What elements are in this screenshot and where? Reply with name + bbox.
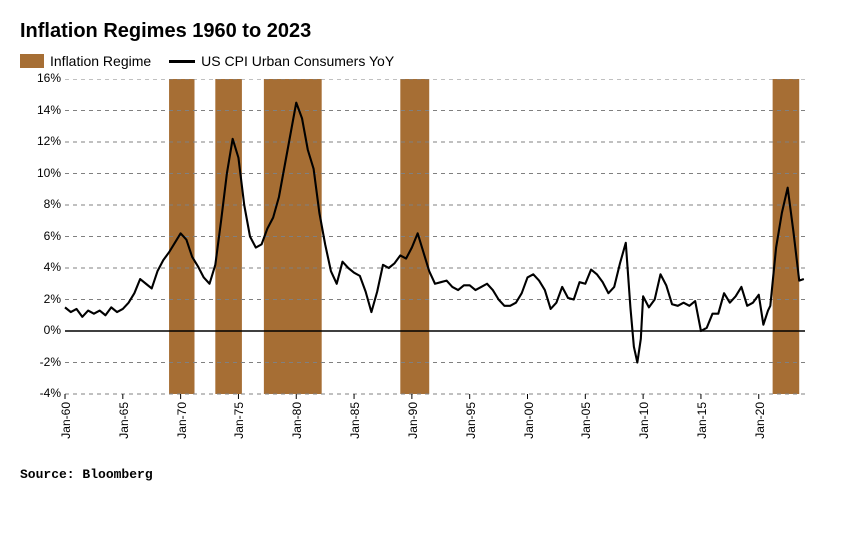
legend-label-regime: Inflation Regime <box>50 53 151 69</box>
legend-label-line: US CPI Urban Consumers YoY <box>201 53 394 69</box>
x-axis-label: Jan-95 <box>464 402 478 439</box>
chart-title: Inflation Regimes 1960 to 2023 <box>20 20 828 43</box>
y-axis-label: 10% <box>21 166 61 180</box>
y-axis-label: 6% <box>21 229 61 243</box>
regime-swatch-icon <box>20 54 44 68</box>
line-swatch-icon <box>169 60 195 63</box>
legend: Inflation Regime US CPI Urban Consumers … <box>20 53 828 69</box>
x-axis-label: Jan-75 <box>232 402 246 439</box>
y-axis-label: 14% <box>21 103 61 117</box>
chart-area: -4%-2%0%2%4%6%8%10%12%14%16%Jan-60Jan-65… <box>20 79 810 459</box>
legend-item-line: US CPI Urban Consumers YoY <box>169 53 394 69</box>
x-axis-label: Jan-80 <box>290 402 304 439</box>
x-axis-label: Jan-70 <box>175 402 189 439</box>
x-axis-label: Jan-60 <box>59 402 73 439</box>
y-axis-label: 16% <box>21 71 61 85</box>
y-axis-label: 12% <box>21 134 61 148</box>
x-axis-label: Jan-05 <box>579 402 593 439</box>
x-axis-label: Jan-20 <box>753 402 767 439</box>
y-axis-label: 2% <box>21 292 61 306</box>
x-axis-label: Jan-90 <box>406 402 420 439</box>
y-axis-label: -4% <box>21 386 61 400</box>
x-axis-label: Jan-00 <box>522 402 536 439</box>
y-axis-label: 8% <box>21 197 61 211</box>
source-label: Source: Bloomberg <box>20 467 828 482</box>
y-axis-label: 0% <box>21 323 61 337</box>
legend-item-regime: Inflation Regime <box>20 53 151 69</box>
x-axis-label: Jan-15 <box>695 402 709 439</box>
y-axis-label: -2% <box>21 355 61 369</box>
y-axis-label: 4% <box>21 260 61 274</box>
x-axis-label: Jan-85 <box>348 402 362 439</box>
x-axis-label: Jan-10 <box>637 402 651 439</box>
x-axis-label: Jan-65 <box>117 402 131 439</box>
